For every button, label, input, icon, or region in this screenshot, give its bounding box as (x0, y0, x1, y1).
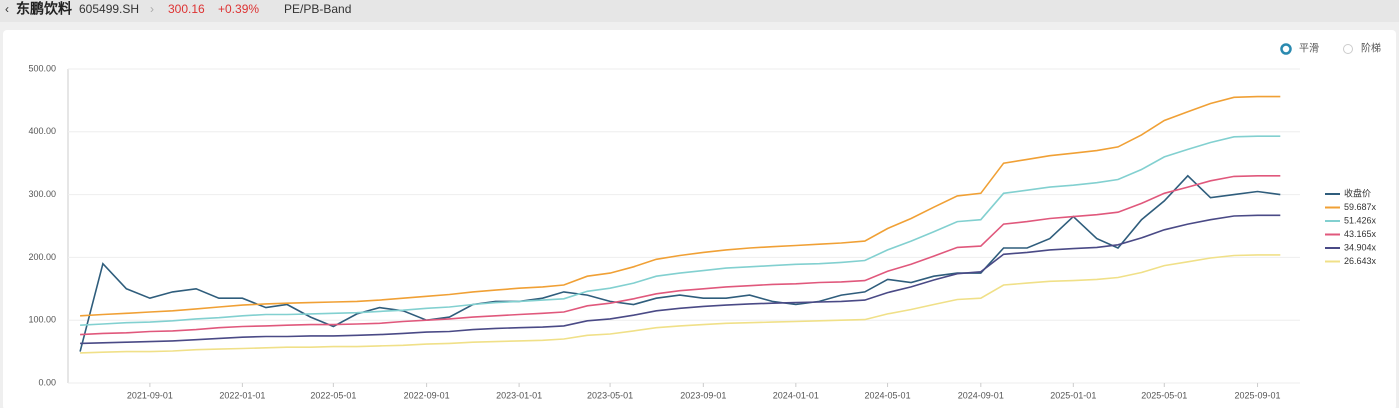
series-line (80, 135, 1281, 326)
x-tick-label: 2024-01-01 (773, 390, 819, 400)
x-tick-label: 2023-01-01 (496, 390, 542, 400)
series-line (80, 95, 1281, 317)
x-tick-label: 2025-01-01 (1050, 390, 1096, 400)
legend-label: 34.904x (1344, 242, 1377, 252)
x-tick-label: 2023-09-01 (680, 390, 726, 400)
y-tick-label: 500.00 (28, 63, 56, 73)
y-tick-label: 100.00 (28, 315, 56, 325)
header-bar (0, 0, 1399, 22)
x-tick-label: 2024-09-01 (958, 390, 1004, 400)
series-line (79, 174, 1281, 352)
x-tick-label: 2022-01-01 (219, 390, 265, 400)
change: +0.39% (218, 2, 259, 16)
legend-label: 26.643x (1344, 256, 1377, 266)
option[interactable]: 阶梯 (1361, 42, 1381, 55)
legend-label: 59.687x (1344, 202, 1377, 212)
stock-name: 东鹏饮料 (16, 1, 72, 17)
legend-label: 收盘价 (1344, 187, 1371, 198)
x-tick-label: 2022-09-01 (404, 390, 450, 400)
chevron: › (150, 2, 154, 16)
x-tick-label: 2023-05-01 (587, 390, 633, 400)
tab[interactable]: PE/PB-Band (284, 2, 351, 16)
card (3, 30, 1396, 408)
series-line (80, 175, 1281, 336)
x-tick-label: 2024-05-01 (865, 390, 911, 400)
x-tick-label: 2025-09-01 (1235, 390, 1281, 400)
back-icon[interactable]: ‹ (5, 2, 9, 16)
x-tick-label: 2025-05-01 (1141, 390, 1187, 400)
series-line (80, 254, 1281, 354)
x-tick-label: 2022-05-01 (310, 390, 356, 400)
stock-code: 605499.SH (79, 2, 139, 16)
y-tick-label: 300.00 (28, 189, 56, 199)
series-line (80, 214, 1281, 345)
legend-label: 43.165x (1344, 229, 1377, 239)
y-tick-label: 200.00 (28, 252, 56, 262)
price: 300.16 (168, 2, 205, 16)
y-tick-label: 400.00 (28, 126, 56, 136)
x-tick-label: 2021-09-01 (127, 390, 173, 400)
option[interactable]: 平滑 (1299, 43, 1319, 55)
y-tick-label: 0.00 (38, 377, 56, 387)
legend-label: 51.426x (1344, 215, 1377, 225)
radio[interactable] (1343, 44, 1353, 54)
radio-selected[interactable] (1280, 43, 1292, 55)
